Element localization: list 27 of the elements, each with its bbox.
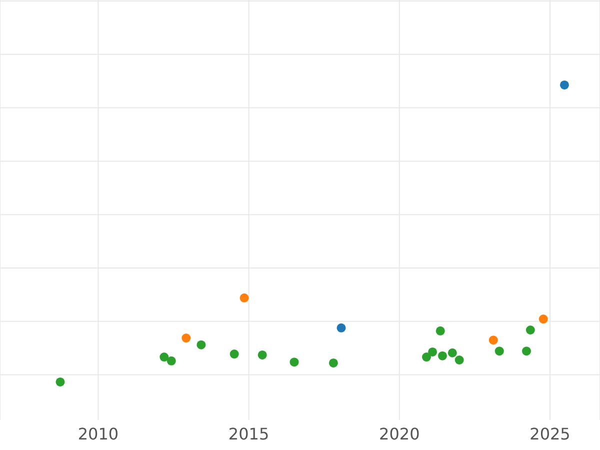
x-tick-label: 2020 xyxy=(379,424,420,444)
point xyxy=(526,326,535,334)
point xyxy=(258,350,267,360)
point xyxy=(182,334,191,343)
point xyxy=(290,358,299,367)
point xyxy=(422,352,432,362)
x-tick-label: 2010 xyxy=(78,424,119,444)
point xyxy=(538,314,548,324)
point xyxy=(328,358,338,368)
x-tick-label: 2015 xyxy=(228,424,270,444)
point xyxy=(436,326,445,336)
point xyxy=(454,356,464,364)
point xyxy=(56,377,65,386)
point xyxy=(160,352,169,362)
point xyxy=(522,346,532,356)
point xyxy=(488,336,498,345)
x-tick-label: 2025 xyxy=(530,424,570,444)
point xyxy=(560,80,569,90)
point xyxy=(336,323,346,332)
point xyxy=(428,347,438,356)
point xyxy=(240,293,249,302)
point xyxy=(230,350,239,359)
point xyxy=(494,346,504,356)
point xyxy=(196,340,206,350)
point xyxy=(448,348,457,358)
point xyxy=(166,356,176,366)
point xyxy=(438,351,447,360)
